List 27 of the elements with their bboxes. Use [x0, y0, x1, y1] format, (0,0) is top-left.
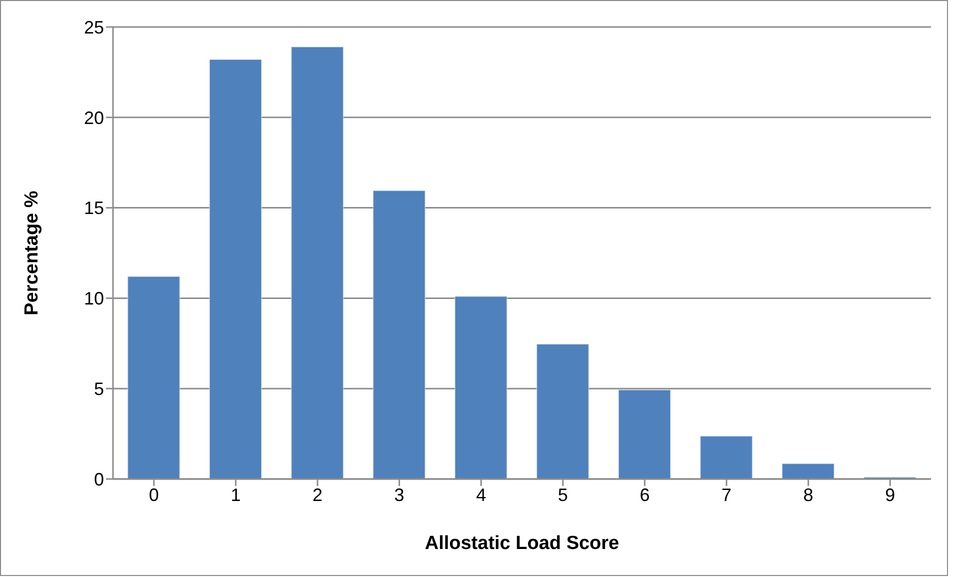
bar	[618, 389, 672, 479]
x-axis-title: Allostatic Load Score	[424, 533, 620, 554]
bar	[454, 296, 508, 479]
bar	[782, 463, 835, 479]
x-tick-label: 3	[394, 484, 404, 505]
x-tick-label: 5	[558, 484, 568, 505]
x-tick-label: 6	[640, 484, 650, 505]
x-tick-label: 7	[721, 484, 732, 505]
x-tick-label: 9	[885, 484, 896, 505]
y-tick-label: 5	[94, 378, 104, 399]
y-tick-label: 0	[94, 469, 104, 490]
x-tick-label: 1	[230, 484, 241, 505]
bar	[536, 344, 590, 479]
x-tick-label: 0	[148, 484, 159, 505]
bar	[290, 46, 344, 479]
x-tick-label: 2	[312, 484, 323, 505]
y-tick-label: 10	[84, 288, 104, 309]
x-tick-label: 4	[476, 484, 486, 505]
y-axis-title: Percentage %	[22, 190, 43, 316]
bar	[209, 59, 262, 479]
bar	[700, 436, 753, 479]
bar	[127, 276, 180, 479]
y-tick-label: 25	[84, 17, 104, 38]
y-tick-label: 15	[84, 198, 104, 218]
y-tick-label: 20	[84, 108, 104, 128]
bar	[372, 190, 426, 479]
x-tick-label: 8	[803, 484, 814, 505]
